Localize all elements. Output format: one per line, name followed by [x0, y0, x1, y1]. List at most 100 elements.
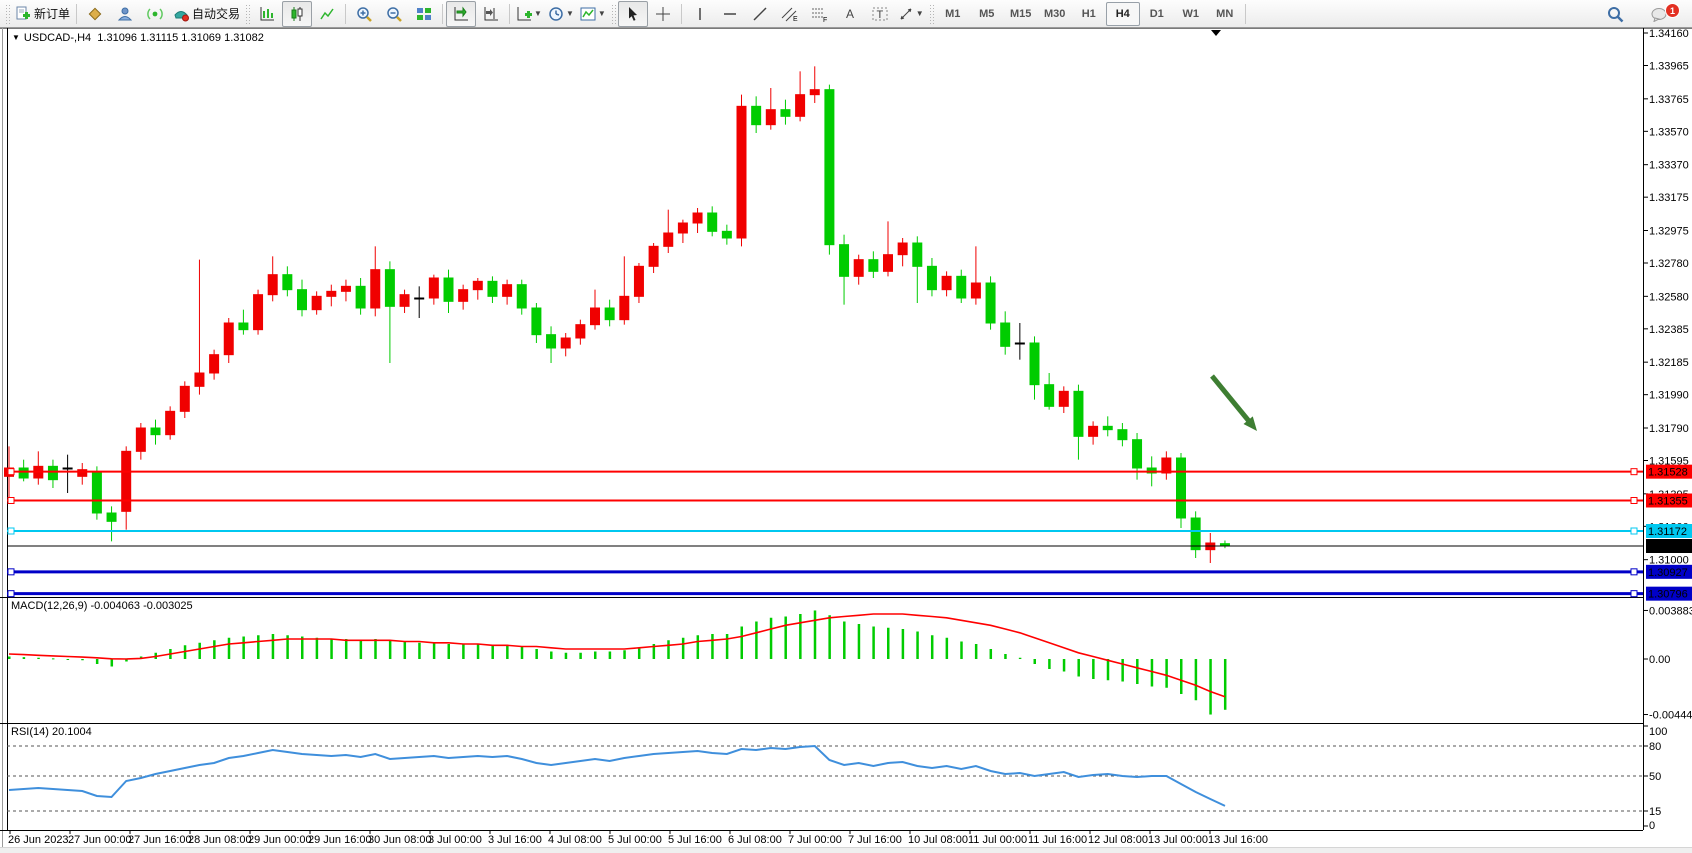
- chart-background: [0, 28, 1692, 853]
- arrow-annotation-head[interactable]: [1243, 416, 1257, 431]
- toolbar-separator: [680, 3, 682, 24]
- chat-bubble-icon: [1651, 8, 1667, 22]
- macd-histogram-bar: [213, 640, 216, 659]
- vertical-line-icon: [699, 7, 701, 20]
- line-handle[interactable]: [1630, 568, 1638, 576]
- zoom-in-button[interactable]: [349, 1, 379, 27]
- timeframe-m5-button[interactable]: M5: [979, 7, 995, 20]
- horizontal-line-button[interactable]: [715, 1, 745, 27]
- line-handle[interactable]: [1630, 497, 1638, 504]
- macd-histogram-bar: [1018, 657, 1022, 659]
- chart-shift-marker-icon[interactable]: [1211, 30, 1221, 36]
- macd-histogram-bar: [22, 657, 26, 659]
- indicators-button[interactable]: ▼: [513, 1, 545, 27]
- line-handle[interactable]: [7, 527, 15, 535]
- timeframe-m1-button[interactable]: M1: [945, 7, 961, 20]
- timeframe-h4-button[interactable]: H4: [1105, 1, 1140, 26]
- new-order-label: 新订单: [34, 7, 71, 21]
- crayon-button[interactable]: [80, 1, 110, 27]
- time-axis-label: 7 Jul 16:00: [848, 834, 902, 846]
- macd-histogram-bar: [740, 626, 743, 659]
- candle-body: [1058, 390, 1069, 407]
- time-axis-label: 13 Jul 16:00: [1208, 834, 1268, 846]
- line-chart-button[interactable]: [312, 1, 342, 27]
- autoscroll-button[interactable]: [446, 0, 477, 27]
- toolbar-grip[interactable]: [610, 3, 616, 24]
- macd-histogram-bar: [95, 659, 99, 664]
- candle-body: [956, 275, 967, 299]
- candlestick-chart-button[interactable]: [282, 0, 313, 27]
- chart-menu-arrow-icon[interactable]: ▼: [12, 33, 20, 42]
- macd-histogram-bar: [271, 634, 275, 659]
- timeframe-d1-button[interactable]: D1: [1149, 7, 1164, 20]
- price-level-label-text: 1.31528: [1648, 467, 1688, 479]
- macd-histogram-bar: [594, 651, 597, 659]
- shapes-button[interactable]: ▼: [895, 1, 927, 27]
- periods-button[interactable]: ▼: [545, 1, 577, 27]
- tile-windows-button[interactable]: [409, 1, 439, 27]
- community-button[interactable]: [110, 1, 140, 27]
- price-tick-label: 1.33175: [1649, 192, 1689, 204]
- text-label-button[interactable]: T: [865, 1, 895, 27]
- line-handle[interactable]: [1630, 590, 1638, 598]
- candle-body: [165, 410, 176, 436]
- trendline-button[interactable]: [745, 1, 775, 27]
- macd-histogram-bar: [784, 616, 787, 659]
- toolbar-grip[interactable]: [245, 3, 251, 24]
- broadcast-button[interactable]: [140, 1, 170, 27]
- timeframe-m15-button[interactable]: M15: [1010, 7, 1032, 20]
- horizontal-line-icon: [723, 12, 736, 15]
- candle-body: [150, 427, 161, 436]
- chart-shift-icon: [484, 6, 499, 20]
- bar-chart-button[interactable]: [252, 1, 282, 27]
- macd-histogram-bar: [1033, 659, 1036, 664]
- macd-histogram-bar: [857, 624, 861, 659]
- line-handle[interactable]: [7, 590, 15, 598]
- timeframe-m30-button[interactable]: M30: [1044, 7, 1066, 20]
- timeframe-mn-button[interactable]: MN: [1216, 7, 1234, 20]
- fibonacci-button[interactable]: F: [805, 1, 835, 27]
- templates-button[interactable]: ▼: [577, 1, 609, 27]
- vertical-line-button[interactable]: [685, 1, 715, 27]
- macd-histogram-bar: [887, 627, 890, 659]
- candle-body: [1014, 342, 1025, 345]
- macd-histogram-bar: [1136, 659, 1139, 684]
- line-handle[interactable]: [7, 568, 15, 576]
- candle-body: [692, 212, 703, 224]
- line-handle[interactable]: [1630, 468, 1638, 476]
- cursor-button[interactable]: [617, 0, 648, 27]
- timeframe-w1-button[interactable]: W1: [1182, 7, 1199, 20]
- toolbar-grip[interactable]: [928, 3, 934, 24]
- macd-histogram-bar: [696, 635, 700, 659]
- macd-histogram-bar: [418, 642, 421, 659]
- macd-histogram-bar: [81, 659, 84, 661]
- line-handle[interactable]: [7, 497, 15, 504]
- line-handle[interactable]: [1630, 527, 1638, 535]
- timeframe-h1-button[interactable]: H1: [1081, 7, 1096, 20]
- new-order-button[interactable]: 新订单: [12, 1, 73, 27]
- zoom-out-button[interactable]: [379, 1, 409, 27]
- candle-body: [619, 295, 630, 321]
- chart-symbol-period: USDCAD-,H4: [23, 32, 92, 44]
- tile-windows-icon: [417, 7, 432, 20]
- text-button[interactable]: A: [835, 1, 865, 27]
- macd-histogram-bar: [37, 657, 40, 659]
- time-axis-label: 5 Jul 16:00: [668, 834, 722, 846]
- macd-histogram-bar: [520, 646, 524, 659]
- equidistant-channel-button[interactable]: E: [775, 1, 805, 27]
- macd-histogram-bar: [257, 635, 260, 659]
- price-tick-label: 1.31595: [1649, 456, 1689, 468]
- toolbar-grip[interactable]: [5, 3, 10, 24]
- search-button[interactable]: [1600, 1, 1630, 27]
- toolbar-separator: [509, 3, 511, 24]
- crosshair-button[interactable]: [648, 1, 678, 27]
- auto-trading-button[interactable]: 自动交易: [170, 1, 243, 27]
- notifications-button[interactable]: 1: [1644, 1, 1680, 27]
- macd-histogram-bar: [432, 642, 436, 659]
- price-level-label: [1646, 564, 1692, 579]
- price-tick-label: 1.34160: [1649, 28, 1689, 40]
- arrow-annotation[interactable]: [1210, 374, 1253, 425]
- line-handle[interactable]: [7, 468, 15, 476]
- chart-shift-button[interactable]: [476, 1, 506, 27]
